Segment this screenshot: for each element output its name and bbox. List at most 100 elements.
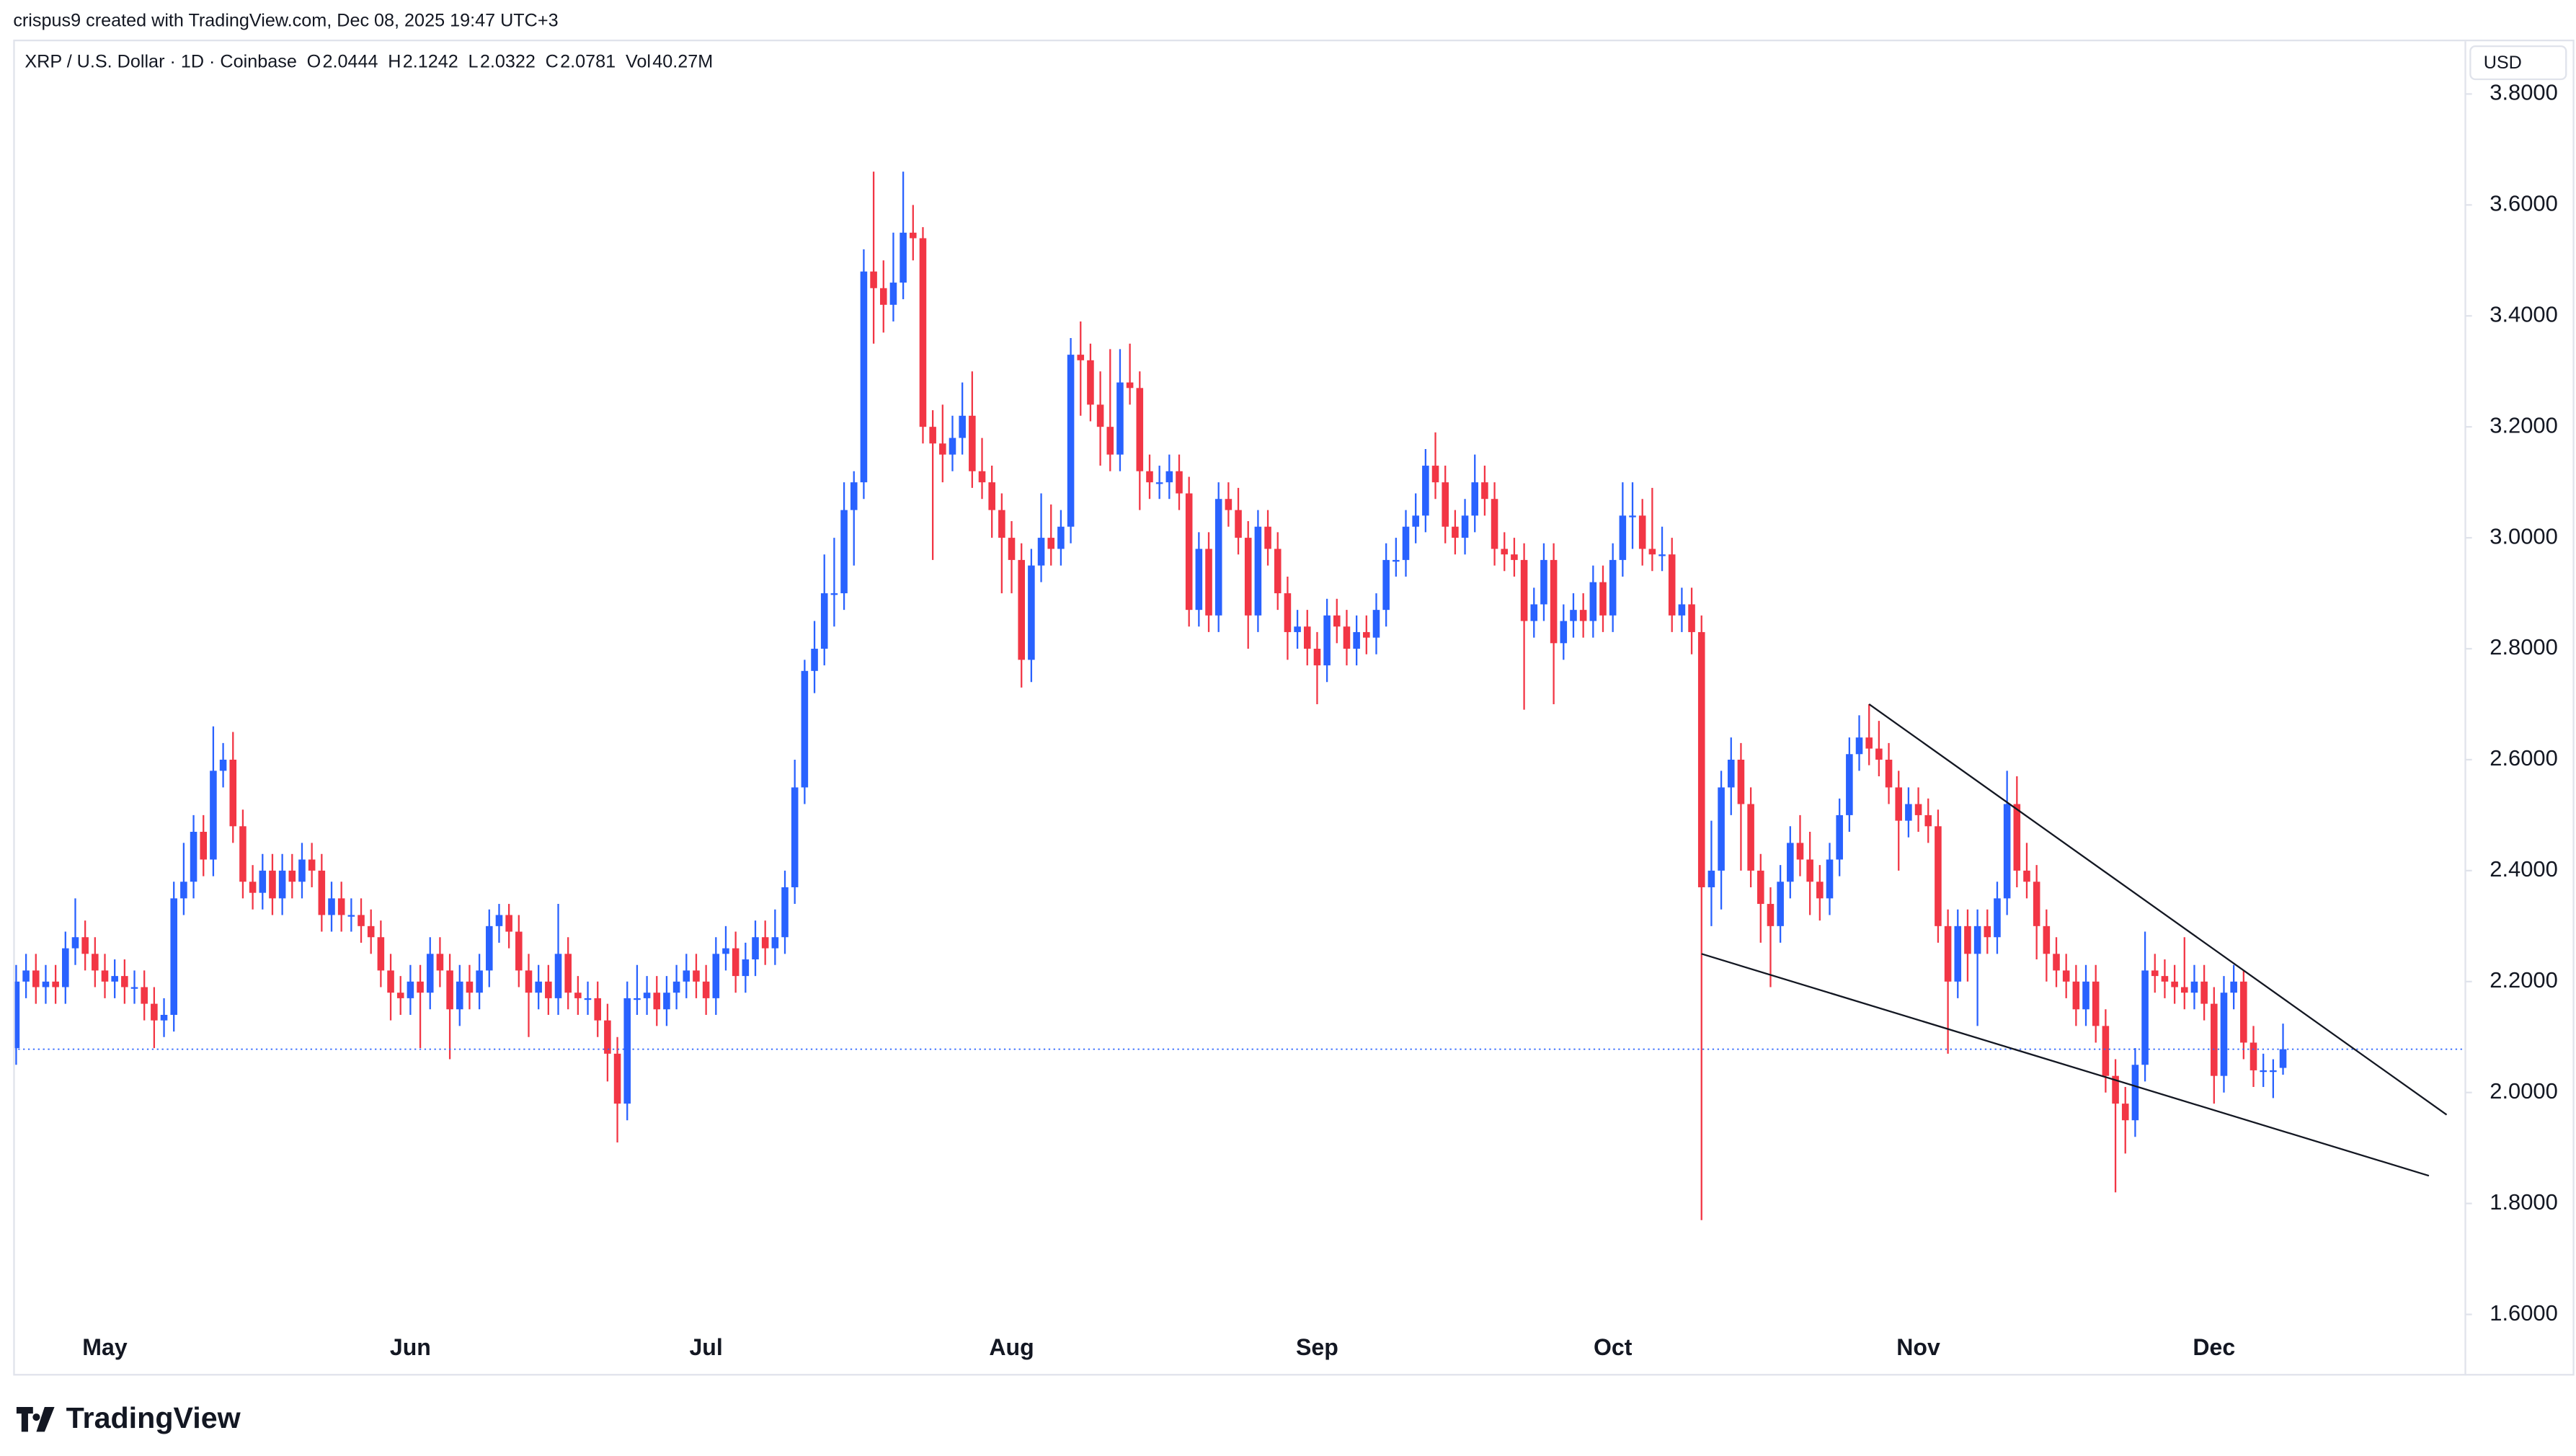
candle-body — [811, 649, 818, 671]
candle-body — [1678, 604, 1686, 616]
candle-body — [180, 882, 187, 899]
candle-body — [1412, 515, 1419, 527]
candle-body — [1313, 649, 1321, 666]
candle-body — [1944, 925, 1952, 982]
candle-body — [515, 931, 523, 971]
candle-body — [732, 948, 740, 977]
candle-body — [1826, 859, 1834, 899]
candle-body — [1855, 737, 1863, 755]
y-tick-label: 3.4000 — [2490, 301, 2558, 327]
candle-body — [1264, 526, 1271, 549]
candle-body — [22, 970, 30, 982]
logo-mark — [16, 1406, 55, 1432]
candle-body — [466, 981, 474, 993]
candle-body — [1964, 925, 1971, 954]
candle-body — [2013, 804, 2021, 871]
candle-body — [545, 981, 552, 998]
candle-body — [1214, 499, 1222, 616]
candle-body — [1816, 882, 1824, 899]
candle-body — [535, 981, 542, 993]
legend-key: L — [468, 52, 479, 72]
candle-body — [2092, 981, 2100, 1026]
candle-body — [417, 981, 424, 993]
candle-body — [2220, 993, 2228, 1076]
candle-body — [1806, 859, 1813, 882]
candle-body — [1087, 360, 1094, 405]
candle-body — [1176, 471, 1183, 494]
candle-body — [288, 870, 296, 882]
candle-body — [1294, 626, 1301, 632]
candle-body — [752, 937, 759, 960]
chart-frame — [13, 39, 2575, 1376]
candle-body — [1570, 610, 1577, 621]
candle-body — [663, 993, 670, 1010]
candle-body — [1491, 499, 1498, 549]
trendline — [1868, 703, 2448, 1116]
candle-body — [1757, 870, 1764, 905]
candle-body — [71, 937, 79, 949]
currency-box[interactable] — [2469, 45, 2567, 81]
candle-body — [1609, 559, 1617, 616]
candle-body — [111, 976, 118, 982]
candle-body — [1303, 626, 1311, 649]
brand: TradingView — [66, 1401, 241, 1434]
x-tick-label: Dec — [2193, 1334, 2235, 1360]
candle-body — [2043, 925, 2051, 954]
candle-body — [367, 925, 375, 938]
symbol: XRP / U.S. Dollar · 1D · Coinbase — [25, 52, 296, 72]
candle-body — [1599, 582, 1607, 616]
candle-body — [1363, 631, 1370, 638]
candle-body — [900, 232, 907, 283]
candle-body — [1185, 493, 1193, 611]
candle-body — [269, 870, 276, 899]
candle-body — [1846, 754, 1853, 815]
candle-body — [1579, 610, 1587, 621]
candle-body — [1747, 804, 1754, 871]
candle-body — [151, 1003, 158, 1021]
candle-body — [1274, 549, 1282, 594]
candle-body — [1914, 804, 1922, 815]
y-tick-label: 3.6000 — [2490, 190, 2558, 216]
y-tick-label: 3.8000 — [2490, 80, 2558, 105]
plot-area — [14, 172, 2466, 1220]
header: crispus9 created with TradingView.com, D… — [13, 10, 558, 30]
candle-body — [584, 998, 592, 1000]
candle-body — [1994, 898, 2001, 938]
candle-body — [613, 1053, 621, 1104]
candle-body — [1018, 559, 1025, 660]
candle-body — [1037, 538, 1045, 566]
x-tick-label: Aug — [989, 1334, 1034, 1360]
candle-body — [929, 427, 936, 444]
x-tick-label: Oct — [1594, 1334, 1633, 1360]
candle-body — [1028, 565, 1035, 660]
candle-body — [2003, 804, 2011, 899]
candle-body — [791, 787, 799, 887]
candle-body — [101, 970, 109, 982]
candle-body — [2270, 1070, 2277, 1073]
candle-body — [318, 870, 326, 915]
legend-key: O — [307, 52, 321, 72]
brand-logo: TradingView — [16, 1401, 241, 1434]
candle-body — [2230, 981, 2237, 993]
candle-body — [32, 970, 40, 987]
y-tick-label: 1.6000 — [2490, 1300, 2558, 1326]
candle-body — [407, 981, 414, 998]
candle-body — [2240, 981, 2247, 1043]
candle-body — [249, 882, 257, 893]
candle-body — [1452, 526, 1459, 538]
candle-body — [1106, 427, 1114, 455]
candle-body — [830, 593, 838, 595]
candle-body — [1511, 554, 1518, 560]
candle-body — [436, 954, 444, 971]
candle-body — [1205, 549, 1212, 616]
candle-body — [1648, 549, 1656, 555]
candle-body — [1935, 826, 1942, 926]
legend-value: 2.0781 — [560, 52, 616, 72]
candle-body — [2112, 1075, 2119, 1104]
candle-body — [1067, 355, 1075, 527]
candle-body — [2082, 981, 2089, 1010]
candle-body — [840, 510, 848, 594]
candle-body — [1619, 515, 1627, 560]
candle-body — [771, 937, 779, 949]
candle-body — [1973, 925, 1981, 954]
